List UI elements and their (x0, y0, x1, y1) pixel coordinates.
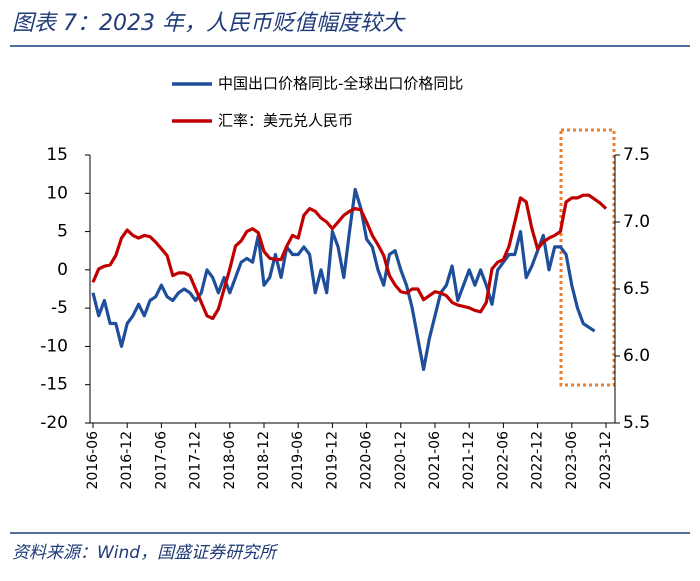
x-tick-label: 2016-12 (119, 431, 135, 490)
y2-tick-label: 7.5 (623, 145, 650, 165)
x-tick-label: 2022-06 (495, 431, 511, 490)
y-tick-label: -10 (40, 336, 68, 356)
x-tick-label: 2020-12 (393, 431, 409, 490)
legend-label: 中国出口价格同比-全球出口价格同比 (218, 75, 463, 93)
y-tick-label: 5 (57, 222, 68, 242)
y-tick-label: 0 (57, 260, 68, 280)
highlight-box (559, 128, 616, 387)
x-tick-label: 2017-12 (188, 431, 204, 490)
y-tick-label: -15 (40, 375, 68, 395)
x-tick-label: 2023-12 (598, 431, 614, 490)
y2-tick-label: 6.5 (623, 279, 650, 299)
x-tick-label: 2021-06 (427, 431, 443, 490)
y-tick-label: 15 (46, 145, 68, 165)
y2-tick-label: 5.5 (623, 413, 650, 433)
x-tick-label: 2019-06 (290, 431, 306, 490)
x-tick-label: 2019-12 (324, 431, 340, 490)
source: 资料来源：Wind，国盛证券研究所 (12, 543, 279, 563)
legend-label: 汇率：美元兑人民币 (218, 112, 353, 130)
x-tick-label: 2023-06 (564, 431, 580, 490)
series-line (91, 187, 596, 371)
x-tick-label: 2018-12 (256, 431, 272, 490)
chart-title: 图表 7：2023 年，人民币贬值幅度较大 (12, 11, 406, 36)
y2-tick-label: 6.0 (623, 346, 650, 366)
y-tick-label: -5 (51, 298, 68, 318)
y-tick-label: -20 (40, 413, 68, 433)
x-tick-label: 2016-06 (85, 431, 101, 490)
x-tick-label: 2022-12 (530, 431, 546, 490)
y-tick-label: 10 (46, 183, 68, 203)
x-tick-label: 2018-06 (222, 431, 238, 490)
y2-tick-label: 7.0 (623, 212, 650, 232)
x-tick-label: 2021-12 (461, 431, 477, 490)
x-tick-label: 2017-06 (153, 431, 169, 490)
series-line (91, 193, 608, 321)
x-tick-label: 2020-06 (359, 431, 375, 490)
